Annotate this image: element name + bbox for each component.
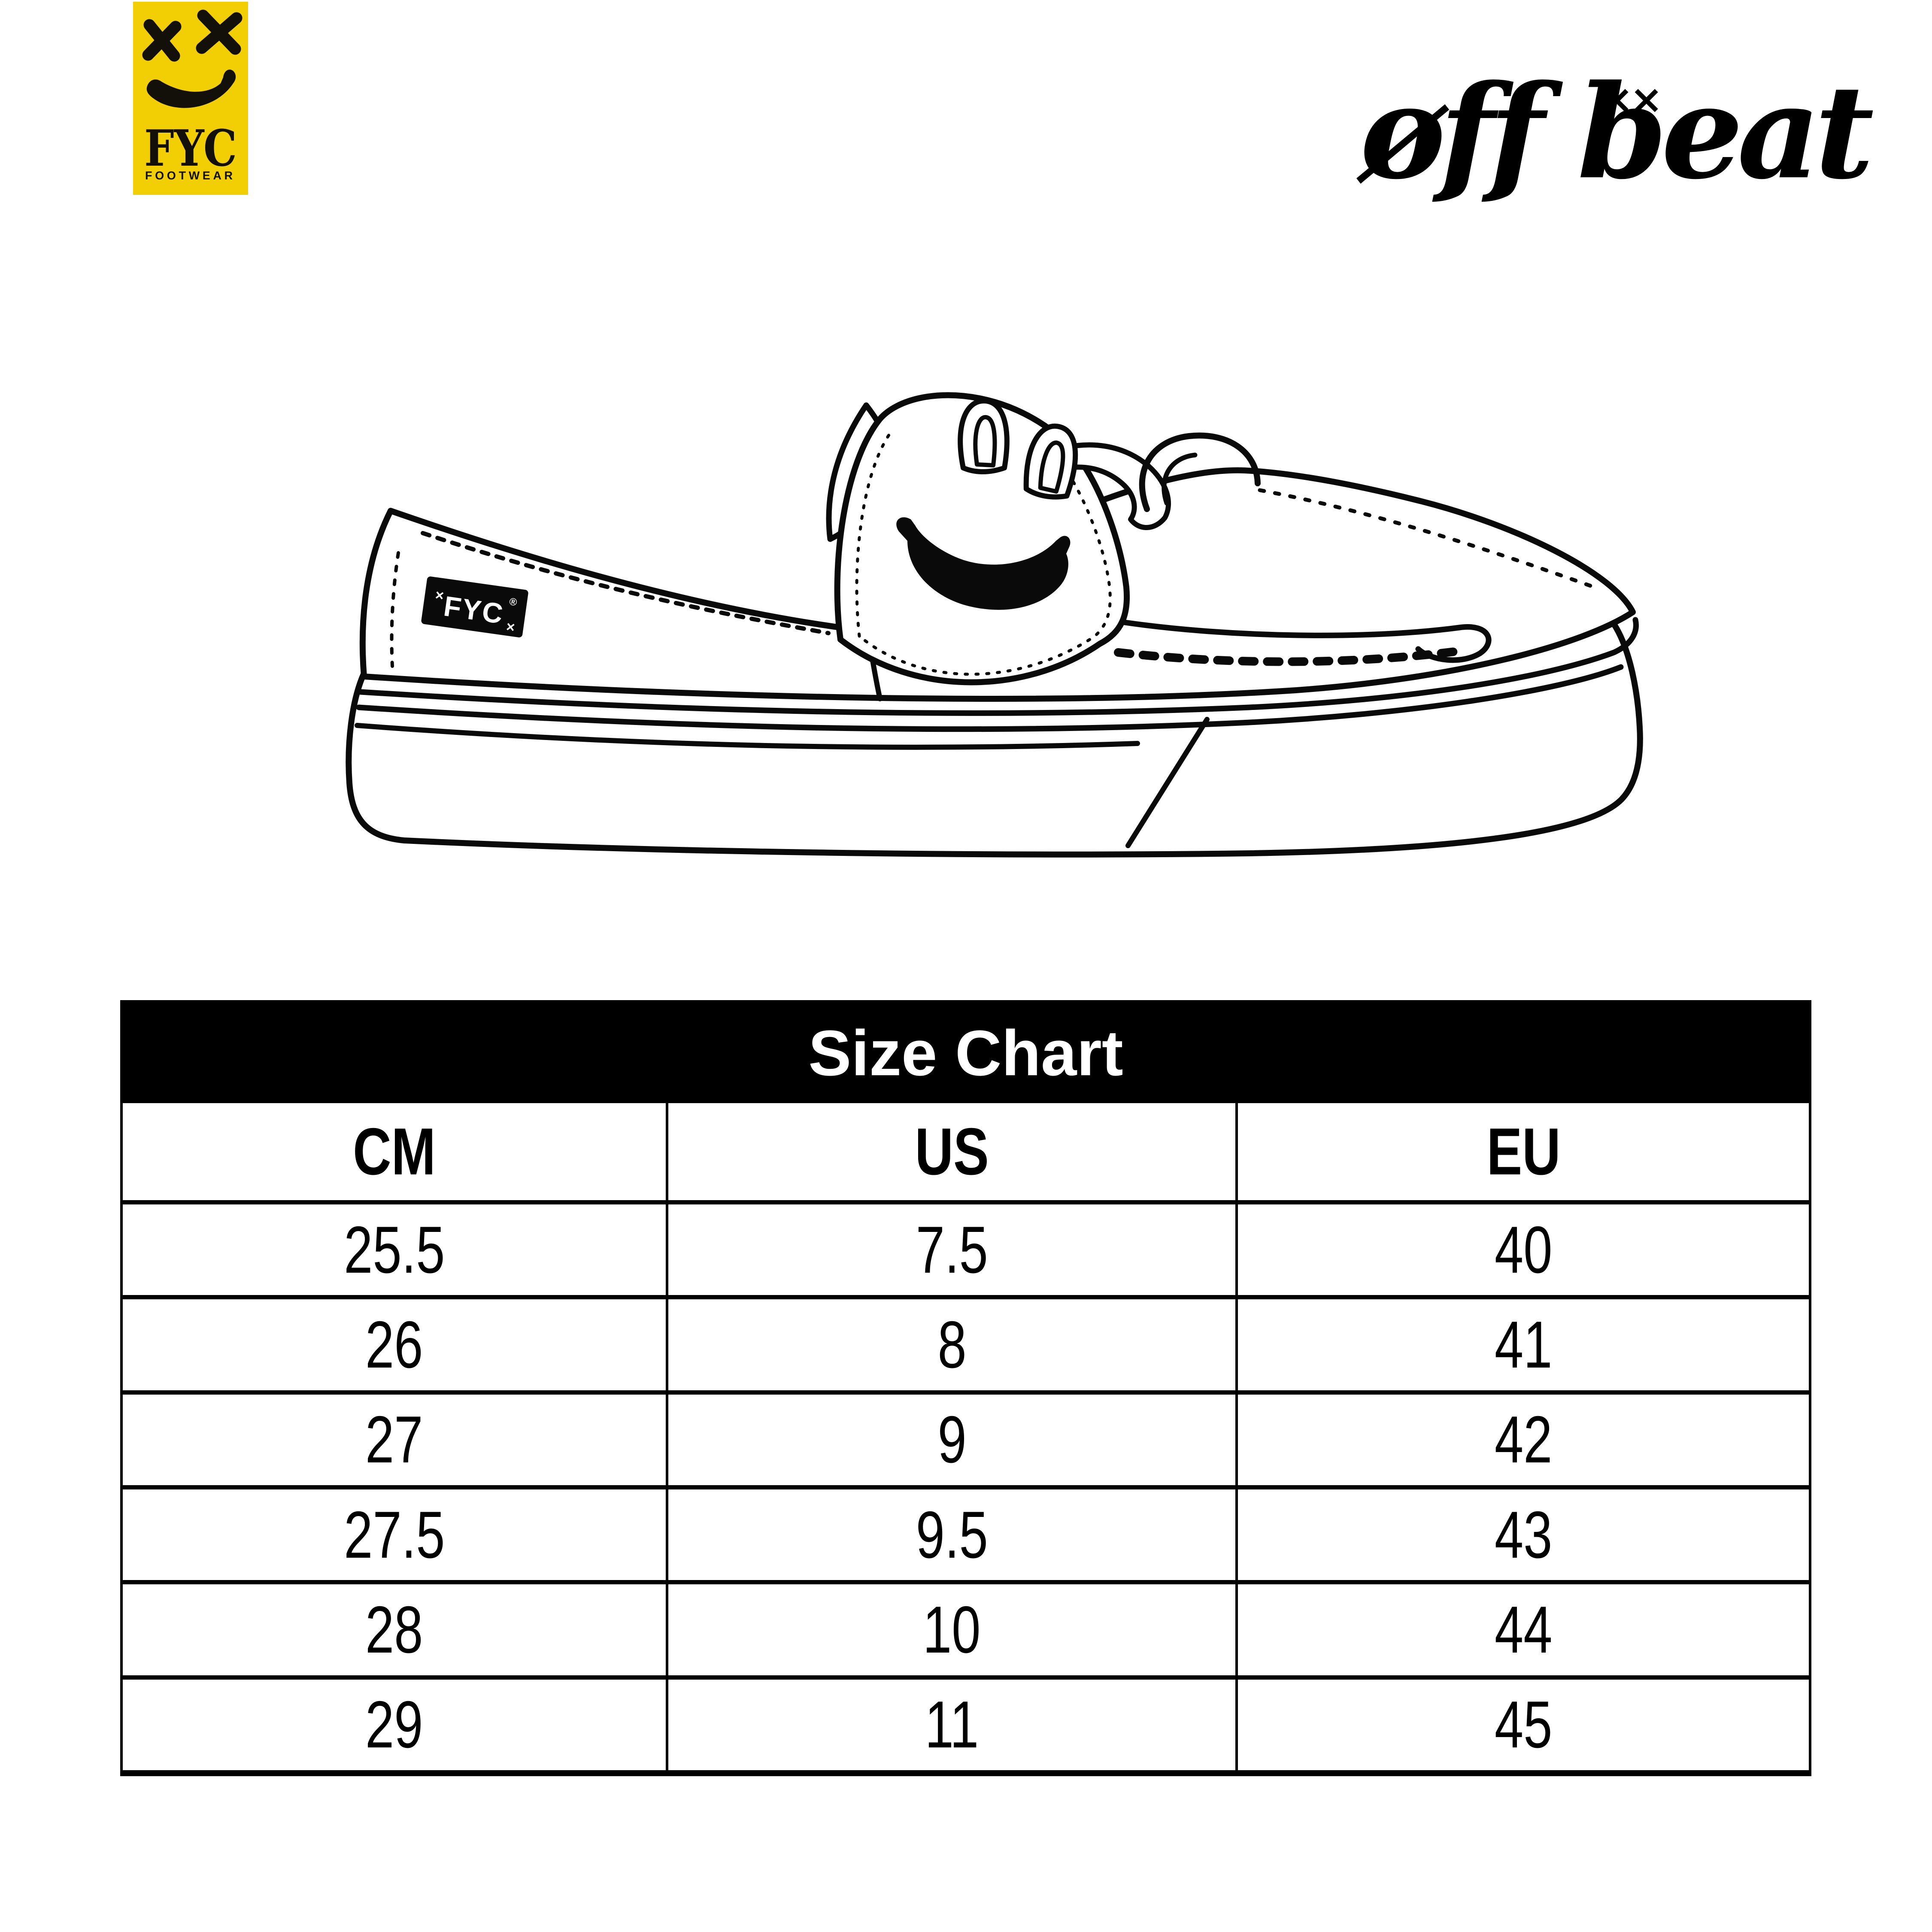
- cell-us: 9: [665, 1394, 1236, 1485]
- cell-eu: 44: [1235, 1584, 1809, 1675]
- toe-bumper-seam: [1125, 717, 1210, 848]
- cell-cm: 27.5: [343, 1497, 445, 1572]
- table-header-row: CM US EU: [123, 1103, 1809, 1200]
- size-chart-title: Size Chart: [123, 1003, 1809, 1103]
- banana-smile-icon: [896, 517, 1071, 610]
- x-eyes-icon: [142, 9, 243, 62]
- collar-stitch-dashes: [421, 531, 831, 635]
- cell-cm: 29: [365, 1687, 423, 1762]
- cell-eu: 43: [1235, 1489, 1809, 1580]
- patch-background: [421, 576, 528, 637]
- size-chart-table: Size Chart CM US EU 25.5 7.5 40 26 8 41 …: [120, 1000, 1811, 1776]
- cell-us: 11: [665, 1679, 1236, 1770]
- cell-eu: 45: [1235, 1679, 1809, 1770]
- column-header-eu: EU: [1235, 1103, 1809, 1200]
- table-row: 29 11 45: [123, 1675, 1809, 1770]
- table-row: 25.5 7.5 40: [123, 1200, 1809, 1295]
- upper-stitching: [390, 488, 1599, 701]
- lace-eyelet: [958, 398, 1010, 474]
- cell-cm: 27: [365, 1402, 423, 1477]
- cell-eu: 41: [1235, 1299, 1809, 1390]
- cell-cm: 26: [365, 1307, 423, 1382]
- patch-registered-mark: ®: [509, 596, 518, 608]
- collar-roll: [1139, 432, 1261, 512]
- cell-us: 10: [665, 1584, 1236, 1675]
- offbeat-x-marks-icon: ××: [1600, 76, 1663, 122]
- heel-seam-dashes: [390, 551, 400, 668]
- cell-eu: 40: [1235, 1204, 1809, 1295]
- vamp-stitch-dashes: [1258, 488, 1599, 590]
- banana-smile-icon: [146, 70, 236, 108]
- column-header-us: US: [665, 1103, 1236, 1200]
- cell-us: 7.5: [665, 1204, 1236, 1295]
- cell-eu: 42: [1235, 1394, 1809, 1485]
- table-row: 28 10 44: [123, 1580, 1809, 1675]
- column-header-cm: CM: [352, 1114, 436, 1189]
- cell-cm: 25.5: [343, 1212, 445, 1287]
- fyc-logo-text: FYC: [144, 119, 237, 178]
- sole-foxing-stripes: [355, 617, 1639, 848]
- table-row: 26 8 41: [123, 1295, 1809, 1390]
- table-row: 27.5 9.5 43: [123, 1485, 1809, 1580]
- shoe-illustration: × FYC ® ×: [331, 382, 1644, 871]
- tongue-stitch-dashes: [855, 430, 1112, 676]
- offbeat-logo: øff beat ××: [1348, 52, 1874, 275]
- fyc-footwear-logo: FYC FOOTWEAR: [133, 2, 248, 195]
- moc-toe-teeth-dashes: [1114, 647, 1459, 666]
- table-row: 27 9 42: [123, 1390, 1809, 1485]
- moc-toe-seam: [1122, 619, 1492, 663]
- fyc-logo-subtext: FOOTWEAR: [145, 169, 236, 182]
- size-chart-title-text: Size Chart: [808, 1016, 1123, 1089]
- fyc-heel-patch: × FYC ® ×: [421, 576, 528, 637]
- cell-us: 8: [665, 1299, 1236, 1390]
- cell-cm: 28: [365, 1592, 423, 1667]
- offbeat-logo-text: øff beat: [1360, 56, 1874, 208]
- cell-us: 9.5: [665, 1489, 1236, 1580]
